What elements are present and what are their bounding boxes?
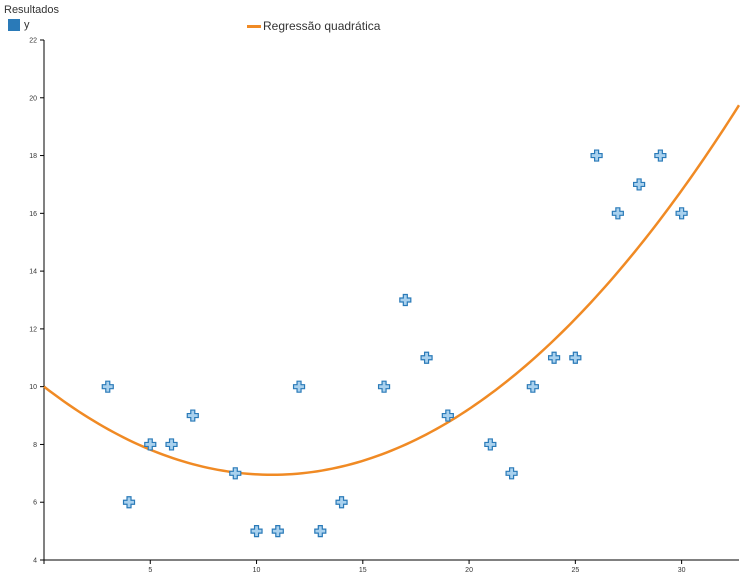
data-point: [165, 438, 178, 451]
legend-fit-item: Regressão quadrática: [247, 19, 380, 33]
data-points: [101, 149, 688, 538]
y-axis: 4 6 8 10 12 14 16 18 20 22: [29, 38, 45, 565]
regression-curve: [43, 104, 741, 477]
data-point: [590, 149, 603, 162]
y-tick-label: 18: [29, 153, 37, 160]
legend-line-swatch: [247, 24, 261, 28]
y-tick-label: 6: [33, 500, 37, 507]
data-point: [250, 525, 263, 538]
data-point: [144, 438, 157, 451]
data-point: [101, 380, 114, 393]
data-point: [505, 467, 518, 480]
x-tick-label: 10: [253, 567, 261, 574]
data-point: [654, 149, 667, 162]
legend-fit-label: Regressão quadrática: [263, 19, 381, 33]
data-point: [186, 409, 199, 422]
data-point: [675, 207, 688, 220]
x-tick-label: 25: [571, 567, 579, 574]
legend-swatch: [8, 19, 20, 31]
data-point: [335, 496, 348, 509]
y-tick-label: 16: [29, 211, 37, 218]
legend-series-label: y: [24, 19, 30, 31]
x-tick-label: 30: [678, 567, 686, 574]
x-tick-label: 5: [148, 567, 152, 574]
data-point: [484, 438, 497, 451]
legend-title: Resultados: [4, 4, 60, 16]
y-tick-label: 10: [29, 384, 37, 391]
data-point: [377, 380, 391, 393]
x-axis: 5 10 15 20 25 30: [43, 559, 739, 574]
y-tick-label: 22: [29, 38, 37, 45]
y-tick-label: 14: [29, 269, 37, 276]
legend-series-item: y: [8, 19, 30, 31]
data-point: [271, 525, 284, 538]
data-point: [292, 380, 306, 393]
data-point: [229, 467, 242, 480]
data-point: [399, 293, 412, 307]
data-point: [314, 525, 327, 538]
data-point: [122, 496, 136, 509]
y-tick-label: 20: [29, 95, 37, 102]
y-tick-label: 4: [33, 558, 37, 565]
x-tick-label: 15: [359, 567, 367, 574]
data-point: [420, 351, 433, 364]
data-point: [633, 178, 646, 191]
data-point: [547, 351, 561, 364]
y-tick-label: 12: [29, 326, 37, 333]
x-tick-label: 20: [465, 567, 473, 574]
data-point: [611, 207, 624, 220]
data-point: [441, 409, 454, 422]
y-tick-label: 8: [33, 442, 37, 449]
data-point: [526, 380, 539, 393]
data-point: [569, 351, 582, 364]
